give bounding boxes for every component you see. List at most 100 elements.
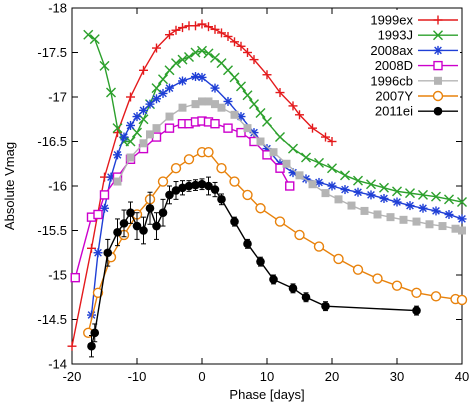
data-point xyxy=(373,210,382,219)
data-point xyxy=(146,130,154,139)
data-point xyxy=(113,227,122,237)
data-point xyxy=(243,124,252,133)
data-point xyxy=(256,137,265,146)
data-point xyxy=(125,136,136,147)
data-point xyxy=(431,206,441,216)
data-point xyxy=(399,215,408,224)
data-point xyxy=(451,224,460,233)
data-point xyxy=(126,92,135,102)
data-point xyxy=(152,94,161,104)
data-point xyxy=(236,81,246,92)
data-point xyxy=(230,217,239,226)
x-tick-label: -10 xyxy=(128,369,147,384)
data-point xyxy=(223,31,233,41)
data-point xyxy=(216,162,227,174)
y-tick-label: -18 xyxy=(48,1,67,16)
y-tick-label: -16.5 xyxy=(37,134,67,149)
y-tick-label: -15 xyxy=(48,268,67,283)
data-point xyxy=(67,341,77,351)
x-tick-label: 0 xyxy=(198,369,205,384)
data-point xyxy=(405,188,415,199)
data-point xyxy=(314,157,324,168)
data-point xyxy=(217,28,226,38)
data-point xyxy=(93,209,103,220)
data-point xyxy=(113,150,122,160)
data-point xyxy=(431,191,441,202)
data-point xyxy=(405,201,415,211)
data-point xyxy=(379,193,389,203)
data-point xyxy=(308,123,317,133)
data-point xyxy=(391,280,403,291)
data-point xyxy=(171,25,181,35)
data-point xyxy=(430,291,442,302)
data-point xyxy=(288,284,298,293)
data-point xyxy=(132,221,142,231)
data-point xyxy=(158,208,168,217)
data-point xyxy=(170,162,182,174)
data-point xyxy=(282,159,291,168)
data-point xyxy=(113,177,122,186)
data-point xyxy=(191,72,200,82)
legend-marker xyxy=(433,30,443,41)
data-point xyxy=(171,186,181,195)
data-point xyxy=(243,239,252,249)
data-point xyxy=(301,292,311,302)
data-point xyxy=(444,209,454,219)
data-point xyxy=(249,99,259,110)
data-point xyxy=(119,132,129,142)
data-point xyxy=(425,220,434,229)
data-point xyxy=(275,163,285,173)
data-point xyxy=(352,264,364,275)
data-point xyxy=(242,189,253,201)
data-point xyxy=(198,97,206,106)
data-point xyxy=(275,88,285,98)
data-point xyxy=(90,328,100,338)
data-point xyxy=(210,118,220,129)
data-point xyxy=(145,203,155,213)
x-tick-label: 30 xyxy=(390,369,404,384)
data-point xyxy=(190,47,201,58)
data-point xyxy=(158,88,168,98)
data-point xyxy=(103,248,113,258)
series-line xyxy=(87,151,463,334)
data-point xyxy=(333,253,344,265)
data-point xyxy=(183,154,195,165)
legend-marker xyxy=(433,45,443,55)
data-point xyxy=(203,146,214,158)
data-point xyxy=(327,163,337,174)
data-point xyxy=(243,48,252,57)
data-point xyxy=(197,179,207,189)
y-axis-label: Absolute Vmag xyxy=(2,142,17,230)
data-point xyxy=(444,194,454,205)
data-point xyxy=(204,97,213,106)
data-point xyxy=(165,112,174,121)
data-point xyxy=(458,226,466,235)
y-tick-label: -14.5 xyxy=(37,312,67,327)
data-point xyxy=(184,51,194,62)
y-tick-label: -14 xyxy=(48,357,67,372)
data-point xyxy=(438,222,447,231)
data-point xyxy=(211,100,219,109)
data-point xyxy=(340,185,350,195)
series-group xyxy=(67,19,468,358)
data-point xyxy=(274,216,286,227)
data-point xyxy=(294,229,305,241)
data-point xyxy=(249,55,259,65)
data-point xyxy=(197,19,207,29)
data-point xyxy=(288,101,298,111)
data-point xyxy=(321,301,330,311)
data-point xyxy=(89,34,100,45)
data-point xyxy=(132,112,142,122)
data-point xyxy=(223,96,233,106)
data-point xyxy=(197,72,207,82)
data-point xyxy=(412,306,421,315)
data-point xyxy=(236,127,246,138)
series-1993J xyxy=(83,29,467,208)
series-2011ei xyxy=(87,176,421,358)
data-point xyxy=(275,132,285,143)
data-point xyxy=(366,179,376,190)
x-tick-label: 20 xyxy=(325,369,339,384)
data-point xyxy=(126,153,135,162)
data-point xyxy=(165,190,174,200)
data-point xyxy=(178,76,187,86)
